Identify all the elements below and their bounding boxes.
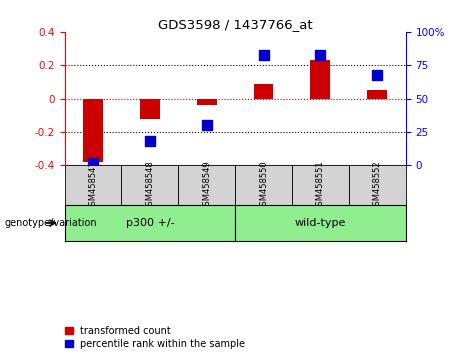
Text: GSM458551: GSM458551 <box>316 160 325 211</box>
Point <box>146 138 154 144</box>
Text: genotype/variation: genotype/variation <box>5 218 97 228</box>
Title: GDS3598 / 1437766_at: GDS3598 / 1437766_at <box>158 18 313 31</box>
Point <box>89 160 97 165</box>
Bar <box>83 98 103 162</box>
Text: GSM458548: GSM458548 <box>145 160 154 211</box>
Text: GSM458547: GSM458547 <box>89 160 97 211</box>
Bar <box>235 165 292 205</box>
Bar <box>367 90 387 98</box>
Text: wild-type: wild-type <box>295 218 346 228</box>
Bar <box>140 98 160 119</box>
Bar <box>254 84 273 98</box>
Text: GSM458552: GSM458552 <box>373 160 382 211</box>
Point <box>260 52 267 57</box>
Text: p300 +/-: p300 +/- <box>125 218 174 228</box>
Legend: transformed count, percentile rank within the sample: transformed count, percentile rank withi… <box>65 326 245 349</box>
Text: GSM458550: GSM458550 <box>259 160 268 211</box>
Bar <box>310 60 331 98</box>
Point <box>373 72 381 78</box>
Point <box>203 122 210 128</box>
Bar <box>65 165 121 205</box>
Point <box>317 52 324 57</box>
Bar <box>292 165 349 205</box>
Bar <box>197 98 217 105</box>
Bar <box>178 165 235 205</box>
Bar <box>349 165 406 205</box>
Bar <box>121 165 178 205</box>
Text: GSM458549: GSM458549 <box>202 160 211 211</box>
